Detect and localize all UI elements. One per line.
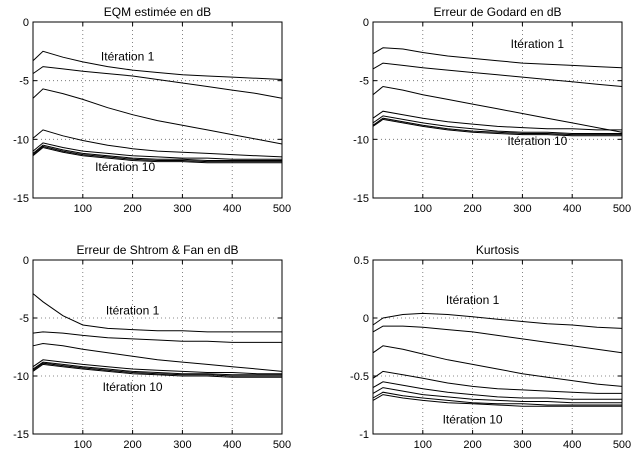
series-line-6 — [372, 117, 622, 136]
subplot-title: EQM estimée en dB — [104, 5, 211, 19]
series-line-4 — [372, 110, 622, 131]
series-line-1 — [32, 293, 282, 333]
y-tick-label: -0.5 — [350, 371, 369, 383]
series-line-3 — [372, 85, 623, 133]
series-line-7 — [372, 118, 622, 137]
y-tick-label: -10 — [13, 371, 29, 383]
x-tick-label: 400 — [563, 439, 581, 451]
series-line-7 — [32, 145, 282, 163]
series-line-6 — [372, 387, 622, 404]
x-tick-label: 100 — [414, 439, 432, 451]
series-line-1 — [372, 312, 623, 329]
subplot-title: Erreur de Godard en dB — [433, 5, 561, 19]
x-tick-label: 300 — [513, 439, 531, 451]
annotation-label: Itération 10 — [507, 134, 567, 148]
y-tick-label: -15 — [13, 429, 29, 441]
subplot-title: Erreur de Shtrom & Fan en dB — [76, 243, 238, 257]
series-line-6 — [32, 144, 282, 161]
annotation-label: Itération 1 — [106, 304, 160, 318]
x-tick-label: 400 — [223, 203, 241, 215]
annotation-label: Itération 1 — [446, 293, 500, 307]
series-line-6 — [32, 362, 282, 377]
series-line-2 — [32, 66, 283, 99]
series-line-5 — [32, 361, 282, 376]
subplot-title: Kurtosis — [476, 243, 519, 257]
annotation-label: Itération 10 — [103, 380, 163, 394]
y-tick-label: 0 — [23, 17, 29, 29]
series-line-4 — [372, 370, 622, 394]
series-line-1 — [372, 47, 623, 69]
annotation-label: Itération 1 — [101, 50, 155, 64]
series-line-8 — [372, 394, 622, 407]
y-tick-label: -10 — [13, 134, 29, 146]
plot-frame — [32, 21, 283, 199]
x-tick-label: 300 — [173, 439, 191, 451]
subplot-1: EQM estimée en dB 100 200 300 400 500 0 -5 -10 -1… — [13, 5, 291, 215]
y-tick-label: -15 — [13, 193, 29, 205]
plot-frame — [372, 21, 623, 199]
series-line-3 — [32, 88, 283, 145]
y-tick-label: -10 — [353, 134, 369, 146]
x-tick-label: 500 — [273, 439, 291, 451]
y-tick-label: 0 — [363, 313, 369, 325]
plot-frame — [32, 259, 283, 435]
series-line-2 — [32, 331, 282, 343]
y-tick-label: -1 — [359, 429, 369, 441]
series-line-4 — [32, 359, 282, 375]
y-tick-label: -5 — [19, 313, 29, 325]
y-tick-label: 0 — [23, 255, 29, 267]
series-line-8 — [32, 146, 282, 164]
y-tick-label: -15 — [353, 193, 369, 205]
plot-frame — [372, 259, 623, 435]
x-tick-label: 200 — [463, 203, 481, 215]
x-tick-label: 300 — [173, 203, 191, 215]
x-tick-label: 100 — [74, 203, 92, 215]
x-tick-label: 500 — [613, 203, 631, 215]
x-tick-label: 200 — [463, 439, 481, 451]
series-line-5 — [32, 142, 282, 160]
annotation-label: Itération 1 — [511, 37, 565, 51]
subplot-2: Erreur de Godard en dB 100 200 300 400 500 0 -5… — [353, 5, 631, 215]
x-tick-label: 100 — [74, 439, 92, 451]
y-tick-label: -5 — [19, 76, 29, 88]
x-tick-label: 200 — [123, 439, 141, 451]
series-line-3 — [372, 345, 623, 387]
x-tick-label: 500 — [613, 439, 631, 451]
x-tick-label: 100 — [414, 203, 432, 215]
subplot-3: Erreur de Shtrom & Fan en dB 100 200 300 400… — [13, 243, 291, 451]
series-line-7 — [372, 391, 622, 406]
series-line-2 — [372, 62, 623, 87]
series-line-3 — [32, 342, 283, 372]
y-tick-label: 0.5 — [354, 255, 369, 267]
series-line-1 — [32, 50, 283, 80]
annotation-label: Itération 10 — [443, 413, 503, 427]
subplot-4: Kurtosis 100 200 300 400 500 0.5 0 -0.5 -1 Itérati… — [350, 243, 631, 451]
annotation-label: Itération 10 — [95, 160, 155, 174]
x-tick-label: 400 — [223, 439, 241, 451]
x-tick-label: 400 — [563, 203, 581, 215]
series-line-4 — [32, 129, 283, 158]
series-line-5 — [372, 115, 622, 134]
x-tick-label: 200 — [123, 203, 141, 215]
x-tick-label: 300 — [513, 203, 531, 215]
series-line-2 — [372, 325, 623, 354]
x-tick-label: 500 — [273, 203, 291, 215]
series-line-5 — [372, 381, 622, 400]
y-tick-label: 0 — [363, 17, 369, 29]
y-tick-label: -5 — [359, 76, 369, 88]
series-line-7 — [32, 363, 282, 378]
